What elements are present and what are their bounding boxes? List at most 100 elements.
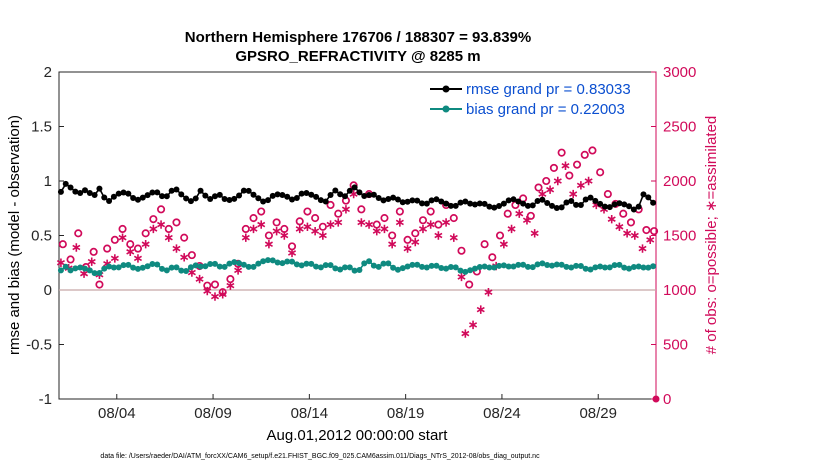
assimilated-point	[203, 286, 212, 296]
bias-point	[563, 263, 570, 270]
rmse-point	[650, 199, 657, 206]
bias-point	[621, 264, 628, 271]
rmse-point	[159, 193, 166, 200]
possible-point	[388, 231, 397, 240]
rmse-point	[467, 200, 474, 207]
rmse-point	[457, 199, 464, 206]
rmse-point	[308, 191, 315, 198]
rmse-point	[621, 201, 628, 208]
bias-point	[626, 265, 633, 272]
assimilated-point	[226, 281, 235, 290]
assimilated-point	[164, 233, 173, 242]
assimilated-point	[149, 224, 158, 234]
rmse-point	[178, 191, 185, 198]
assimilated-point	[411, 237, 420, 247]
bias-point	[264, 257, 271, 264]
rmse-point	[154, 189, 161, 196]
bias-point	[293, 261, 300, 268]
legend: rmse grand pr = 0.83033 bias grand pr = …	[426, 76, 650, 120]
bias-point	[457, 267, 464, 274]
rmse-point	[404, 198, 411, 205]
y-tick-label: 1.5	[31, 119, 52, 136]
possible-point	[526, 211, 535, 220]
bias-point	[645, 264, 652, 271]
possible-point	[66, 255, 75, 264]
rmse-point	[529, 202, 536, 209]
rmse-point	[635, 203, 642, 210]
bias-point	[443, 265, 450, 272]
bias-point	[154, 261, 161, 268]
data-file-footnote: data file: /Users/raeder/DAI/ATM_forcXX/…	[100, 453, 540, 460]
possible-point	[326, 200, 335, 210]
rmse-point	[645, 194, 652, 201]
assimilated-point	[341, 205, 350, 214]
series-assimilated	[56, 161, 655, 338]
possible-point	[380, 214, 389, 223]
rmse-point	[173, 186, 180, 193]
rmse-point	[149, 189, 156, 196]
rmse-point	[298, 190, 305, 197]
legend-bias-marker	[442, 105, 450, 113]
bias-point	[606, 264, 613, 271]
rmse-point	[428, 197, 435, 204]
rmse-point	[380, 197, 387, 204]
bias-point	[202, 263, 209, 270]
bias-point	[332, 265, 339, 272]
bias-point	[260, 258, 267, 265]
rmse-point	[399, 199, 406, 206]
assimilated-point	[241, 233, 250, 242]
rmse-point	[125, 190, 132, 197]
bias-point	[130, 264, 137, 271]
y-tick-label: 1	[44, 173, 52, 190]
rmse-point	[207, 195, 214, 202]
assimilated-point	[195, 274, 204, 284]
rmse-point	[640, 191, 647, 198]
rmse-point	[341, 193, 348, 200]
assimilated-point	[576, 181, 585, 190]
rmse-point	[390, 194, 397, 201]
y2-tick-label: 3000	[663, 64, 696, 81]
possible-point	[465, 280, 474, 289]
series-bias	[57, 257, 657, 277]
assimilated-point	[218, 290, 227, 299]
rmse-point	[120, 189, 127, 196]
x-tick-label: 08/14	[291, 405, 329, 422]
rmse-point	[91, 191, 98, 198]
bias-point	[144, 263, 151, 270]
possible-point	[549, 163, 558, 172]
rmse-point	[582, 196, 589, 203]
plot-area	[58, 71, 657, 400]
y2-axis-label: # of obs: o=possible; ∗=assimilated	[703, 116, 720, 355]
bias-point	[298, 262, 305, 269]
possible-point	[89, 247, 98, 256]
rmse-point	[293, 195, 300, 202]
possible-point	[480, 240, 489, 249]
assimilated-point	[522, 216, 532, 225]
bias-point	[250, 263, 257, 270]
assimilated-point	[257, 220, 266, 229]
bias-point	[183, 268, 190, 275]
bias-point	[72, 265, 79, 272]
possible-point	[426, 207, 435, 216]
possible-point	[249, 214, 258, 223]
rmse-point	[414, 197, 421, 204]
possible-point	[272, 218, 281, 227]
rmse-point	[515, 198, 522, 205]
bias-point	[390, 264, 397, 271]
bias-point	[67, 267, 74, 274]
rmse-point	[269, 192, 276, 199]
bias-point	[236, 260, 243, 267]
bias-point	[192, 262, 199, 269]
possible-point	[149, 215, 158, 224]
possible-point	[118, 224, 127, 234]
rmse-point	[57, 188, 64, 195]
assimilated-point	[607, 214, 616, 224]
possible-point	[434, 220, 443, 229]
possible-point	[164, 224, 173, 234]
rmse-point	[197, 187, 204, 194]
bias-point	[539, 260, 546, 267]
rmse-point	[447, 202, 454, 209]
possible-point	[596, 168, 605, 177]
bias-point	[101, 265, 108, 272]
bias-point	[640, 264, 647, 271]
